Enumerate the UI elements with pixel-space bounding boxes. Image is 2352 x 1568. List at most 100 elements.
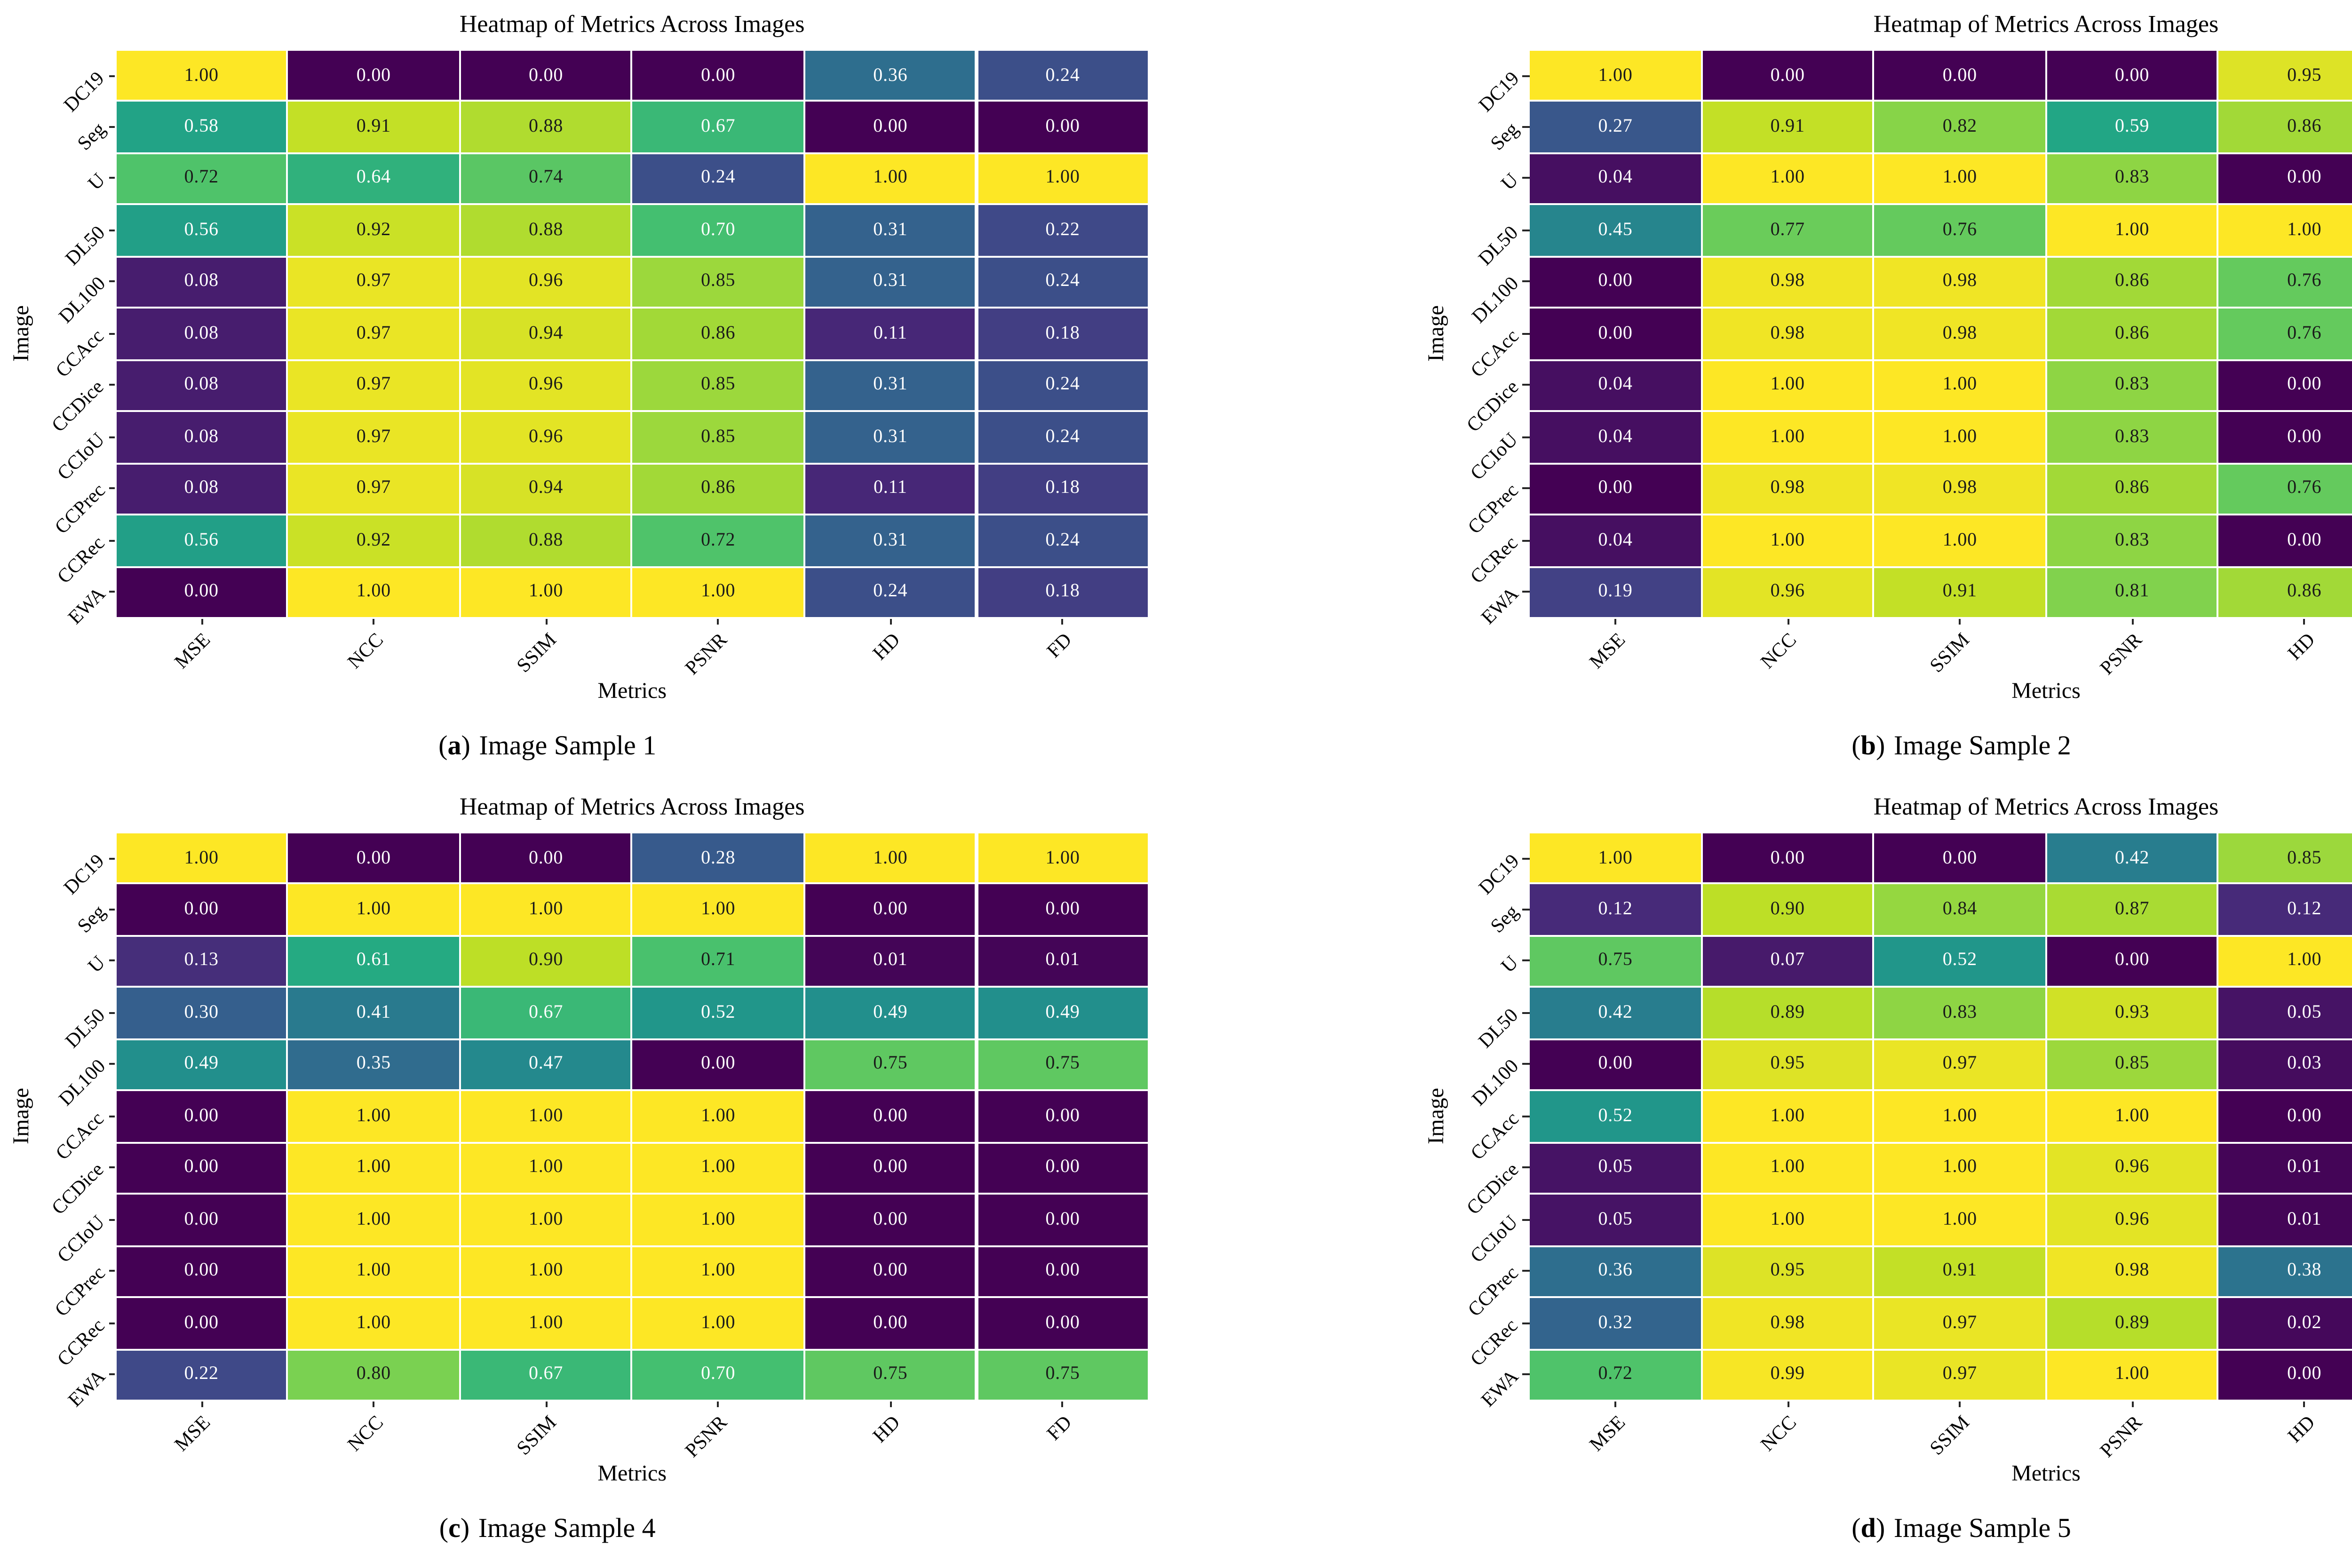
heatmap-grid: 1.000.000.000.000.951.000.270.910.820.59…: [1464, 49, 2352, 679]
heatmap-cell: 0.00: [805, 1143, 976, 1193]
heatmap-grid: 1.000.000.000.420.850.570.120.900.840.87…: [1464, 832, 2352, 1462]
y-axis-tick: [109, 488, 116, 490]
y-axis-tick: [1523, 436, 1529, 438]
y-tick-label: DC19: [61, 850, 110, 899]
heatmap-cell: 0.36: [1530, 1246, 1701, 1297]
y-tick-label: DL100: [1469, 275, 1524, 329]
heatmap-cell: 0.24: [977, 412, 1148, 462]
x-tick-label: HD: [2284, 1412, 2319, 1447]
heatmap-grid: 1.00 0.00 0.00 0.00 0.36 0.24 0.58 0.91 0.88 0.67…: [50, 49, 1149, 679]
heatmap-cell: 0.49: [116, 1039, 287, 1090]
x-tick-label: SSIM: [1927, 1412, 1975, 1459]
y-tick-label: DC19: [1475, 68, 1524, 116]
heatmap-cell: 0.00: [288, 50, 459, 101]
heatmap-cell: 0.88: [461, 205, 631, 255]
heatmap-cell: 0.00: [2047, 50, 2217, 101]
heatmap-cell: 0.70: [633, 1350, 803, 1400]
heatmap-cell: 0.18: [977, 309, 1148, 359]
y-axis-tick: [1523, 960, 1529, 962]
x-tick-label: NCC: [1759, 629, 1803, 673]
heatmap-cell: 0.30: [116, 988, 287, 1038]
heatmap-cell: 0.76: [2219, 309, 2352, 359]
x-axis-tick: [2131, 1401, 2133, 1408]
y-axis-tick: [1523, 1063, 1529, 1066]
heatmap-cell: 0.00: [805, 1195, 976, 1245]
heatmap-cell: 0.01: [2219, 1195, 2352, 1245]
heatmap-cell: 0.00: [805, 102, 976, 152]
heatmap-cell: 1.00: [461, 885, 631, 934]
heatmap-cell: 0.00: [116, 1091, 287, 1141]
heatmap-cell: 0.98: [2047, 1246, 2217, 1297]
y-tick-label: CCIoU: [54, 1212, 110, 1267]
heatmap-cell: 0.00: [633, 50, 803, 101]
x-axis-label: Metrics: [597, 676, 667, 703]
y-axis-tick: [1523, 1012, 1529, 1014]
heatmap-cell: 0.89: [1702, 988, 1873, 1038]
y-tick-label: CCIoU: [1468, 1212, 1524, 1267]
x-axis-tick: [200, 1401, 203, 1408]
x-axis-tick: [2131, 618, 2133, 625]
x-tick-label: PSNR: [683, 629, 733, 679]
heatmap-cell: 1.00: [1875, 154, 2045, 204]
y-tick-label: CCRec: [54, 1315, 110, 1371]
heatmap-cell: 1.00: [2047, 1350, 2217, 1400]
heatmap-cell: 1.00: [805, 154, 976, 204]
heatmap-cell: 0.27: [1530, 102, 1701, 152]
heatmap-cell: 1.00: [1702, 360, 1873, 411]
y-tick-label: U: [1498, 954, 1524, 979]
y-tick-label: EWA: [64, 1367, 110, 1413]
chart-title: Heatmap of Metrics Across Images: [459, 792, 805, 821]
x-axis-tick: [200, 618, 203, 625]
heatmap-cell: 0.19: [1530, 567, 1701, 618]
heatmap-cell: 0.31: [805, 360, 976, 411]
heatmap-cell: 0.31: [805, 257, 976, 307]
heatmap-cell: 0.95: [1702, 1246, 1873, 1297]
heatmap-cell: 0.94: [461, 309, 631, 359]
y-tick-label: CCPrec: [51, 1264, 110, 1323]
heatmap-cell: 0.00: [116, 1195, 287, 1245]
y-axis-tick: [109, 1115, 116, 1117]
subfigure-caption: (a) Image Sample 1: [31, 729, 1064, 763]
y-axis-tick: [109, 126, 116, 128]
heatmap-cell: 0.56: [116, 205, 287, 255]
heatmap-cell: 0.75: [977, 1039, 1148, 1090]
heatmap-cell: 0.00: [1530, 1039, 1701, 1090]
caption-paren-close: ): [1875, 1513, 1885, 1544]
y-tick-label: DC19: [61, 68, 110, 116]
y-tick-label: Seg: [74, 902, 110, 938]
heatmap-cell: 0.47: [461, 1039, 631, 1090]
caption-paren-open: (: [439, 1513, 449, 1544]
y-tick-label: CCIoU: [54, 429, 110, 485]
heatmap-cell: 0.05: [1530, 1195, 1701, 1245]
y-axis-label: Image: [1422, 1088, 1448, 1145]
heatmap-cell: 0.86: [633, 464, 803, 514]
heatmap-cell: 0.24: [977, 257, 1148, 307]
y-axis-tick: [109, 1322, 116, 1324]
heatmap-panel-c: Heatmap of Metrics Across Images Image 1…: [8, 793, 1149, 1544]
y-tick-label: DL100: [55, 1057, 110, 1112]
heatmap-cell: 0.67: [633, 102, 803, 152]
heatmap-cell: 1.00: [633, 1091, 803, 1141]
heatmap-cell: 0.00: [977, 102, 1148, 152]
heatmap-cell: 1.00: [288, 1143, 459, 1193]
heatmap-cell: 0.85: [633, 412, 803, 462]
y-axis-tick: [1523, 1115, 1529, 1117]
heatmap-cell: 0.08: [116, 412, 287, 462]
heatmap-cell: 0.04: [1530, 515, 1701, 566]
y-axis-tick: [1523, 1270, 1529, 1273]
y-axis-tick: [109, 74, 116, 77]
y-tick-label: EWA: [1478, 1367, 1524, 1413]
heatmap-cell: 0.72: [116, 154, 287, 204]
y-axis-tick: [109, 1012, 116, 1014]
heatmap-cell: 1.00: [461, 1091, 631, 1141]
heatmap-cell: 0.77: [1702, 205, 1873, 255]
heatmap-cell: 0.97: [1875, 1350, 2045, 1400]
heatmap-cell: 0.00: [116, 567, 287, 618]
x-axis-tick: [373, 618, 375, 625]
y-tick-label: DL100: [1469, 1057, 1524, 1112]
heatmap-cell: 0.31: [805, 515, 976, 566]
heatmap-cell: 0.56: [116, 515, 287, 566]
y-axis-label: Image: [8, 1088, 35, 1145]
heatmap-cell: 0.76: [1875, 205, 2045, 255]
x-axis-tick: [2303, 618, 2305, 625]
